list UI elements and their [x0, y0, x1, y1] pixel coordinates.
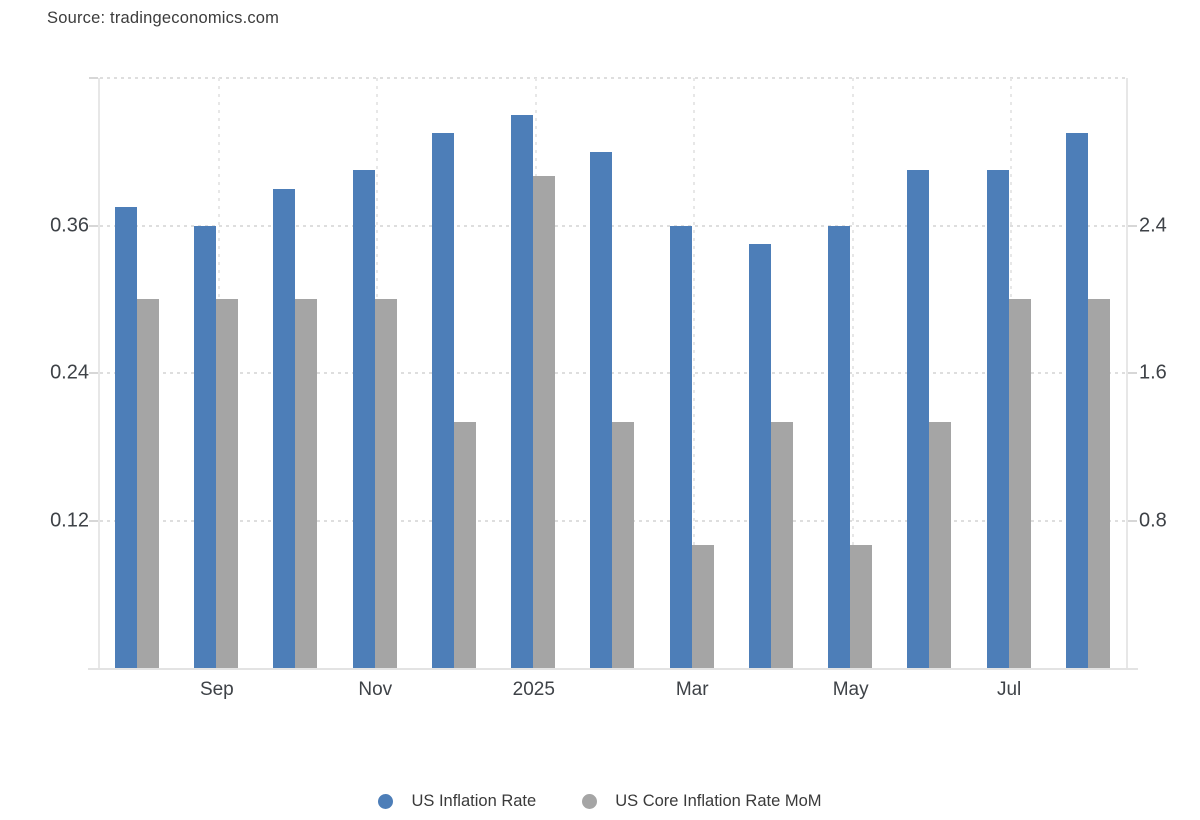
- x-axis-line: [88, 668, 1138, 670]
- core-inflation-bar-may-2025[interactable]: [850, 545, 873, 668]
- left-axis-top-tick: [89, 77, 98, 79]
- x-axis-tick-label: Jul: [996, 679, 1022, 700]
- inflation-rate-bar-apr-2025[interactable]: [748, 243, 771, 668]
- core-inflation-bar-aug-2025[interactable]: [1087, 299, 1110, 668]
- right-axis-tick: [1128, 372, 1137, 374]
- chart-legend: US Inflation Rate US Core Inflation Rate …: [0, 792, 1200, 811]
- inflation-rate-bar-may-2025[interactable]: [828, 225, 851, 668]
- inflation-rate-bar-nov-2024[interactable]: [352, 170, 375, 668]
- inflation-rate-bar-jul-2025[interactable]: [986, 170, 1009, 668]
- v-gridline: [693, 78, 696, 668]
- left-axis-tick: [89, 519, 98, 522]
- h-gridline: [100, 224, 1126, 227]
- right-axis-tick: [1128, 519, 1137, 522]
- left-axis-tick: [89, 372, 98, 374]
- right-axis-tick: [1128, 224, 1137, 227]
- left-axis-tick: [89, 224, 98, 227]
- inflation-rate-bar-aug-2024[interactable]: [115, 207, 137, 668]
- inflation-rate-bar-dec-2024[interactable]: [431, 133, 454, 668]
- core-inflation-bar-jul-2025[interactable]: [1008, 299, 1031, 668]
- right-axis-tick-label: 2.4: [1139, 214, 1167, 236]
- legend-label: US Inflation Rate: [411, 792, 537, 810]
- inflation-rate-bar-sep-2024[interactable]: [194, 225, 217, 668]
- legend-dot-icon: [582, 794, 598, 809]
- core-inflation-bar-dec-2024[interactable]: [453, 422, 476, 668]
- core-inflation-bar-aug-2024[interactable]: [137, 299, 159, 668]
- core-inflation-bar-nov-2024[interactable]: [374, 299, 397, 668]
- inflation-rate-bar-oct-2024[interactable]: [273, 188, 296, 668]
- core-inflation-bar-oct-2024[interactable]: [295, 299, 318, 668]
- legend-item-core-inflation[interactable]: US Core Inflation Rate MoM: [582, 792, 822, 811]
- x-axis-tick-label: Nov: [358, 679, 393, 700]
- right-axis-tick-label: 1.6: [1139, 361, 1167, 384]
- left-axis-tick-label: 0.12: [50, 509, 89, 531]
- core-inflation-bar-jan-2025[interactable]: [533, 176, 556, 668]
- core-inflation-bar-sep-2024[interactable]: [216, 299, 239, 668]
- h-gridline: [100, 77, 1126, 79]
- legend-label: US Core Inflation Rate MoM: [615, 792, 822, 810]
- x-axis-tick-label: May: [832, 679, 869, 700]
- inflation-rate-bar-feb-2025[interactable]: [590, 151, 613, 668]
- left-axis-tick-label: 0.24: [50, 361, 89, 384]
- inflation-rate-bar-jan-2025[interactable]: [511, 114, 534, 668]
- plot-area: [98, 77, 1128, 668]
- x-axis-tick-label: Mar: [675, 679, 709, 700]
- inflation-rate-bar-jun-2025[interactable]: [907, 170, 930, 668]
- inflation-rate-bar-mar-2025[interactable]: [669, 225, 692, 668]
- legend-item-inflation-rate[interactable]: US Inflation Rate: [378, 792, 536, 811]
- h-gridline: [100, 372, 1126, 374]
- core-inflation-bar-mar-2025[interactable]: [691, 545, 714, 668]
- right-axis-tick-label: 0.8: [1139, 509, 1167, 531]
- x-axis-tick-label: Sep: [199, 679, 234, 700]
- core-inflation-bar-feb-2025[interactable]: [612, 422, 635, 668]
- core-inflation-bar-jun-2025[interactable]: [929, 422, 952, 668]
- x-axis-tick-label: 2025: [512, 679, 555, 700]
- inflation-rate-bar-aug-2025[interactable]: [1065, 133, 1088, 668]
- legend-dot-icon: [378, 794, 394, 809]
- left-axis-tick-label: 0.36: [50, 214, 89, 236]
- v-gridline: [851, 78, 854, 668]
- core-inflation-bar-apr-2025[interactable]: [770, 422, 793, 668]
- source-attribution: Source: tradingeconomics.com: [47, 9, 280, 27]
